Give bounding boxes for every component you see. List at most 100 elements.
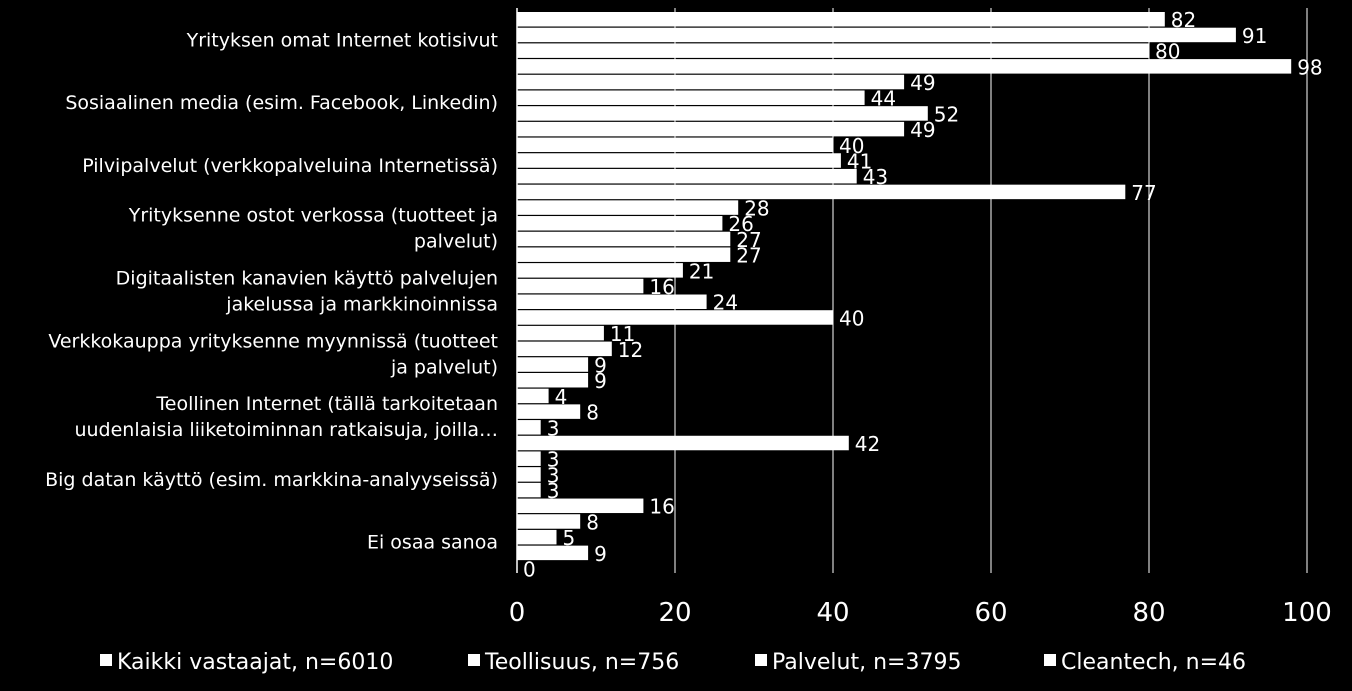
category-label-line: Yrityksen omat Internet kotisivut — [186, 29, 498, 51]
bar-value-label: 40 — [839, 306, 864, 330]
bar-value-label: 44 — [871, 87, 896, 111]
bar — [517, 90, 865, 105]
bar-value-label: 40 — [839, 134, 864, 158]
bar-value-label: 41 — [847, 149, 872, 173]
bar — [517, 435, 849, 451]
bar — [517, 74, 905, 90]
bar-value-label: 8 — [586, 510, 599, 534]
legend-entry: Kaikki vastaajat, n=6010 — [117, 650, 393, 675]
bar — [517, 106, 928, 121]
bar-value-label: 8 — [586, 401, 599, 425]
bar — [517, 153, 841, 168]
x-tick-label: 100 — [1282, 598, 1332, 628]
bar — [517, 59, 1292, 74]
bar-value-label: 91 — [1242, 24, 1267, 48]
bar-value-label: 52 — [934, 102, 959, 126]
bar-value-label: 4 — [555, 385, 568, 409]
category-label: Ei osaa sanoa — [367, 532, 498, 554]
bar — [517, 404, 581, 419]
bar — [517, 263, 683, 278]
category-label-line: uudenlaisia liiketoiminnan ratkaisuja, j… — [74, 419, 498, 441]
category-label-line: palvelut) — [414, 231, 498, 253]
category-labels: Yrityksen omat Internet kotisivut Sosiaal… — [45, 29, 498, 553]
x-tick-label: 60 — [974, 598, 1007, 628]
bar-value-label: 49 — [910, 118, 935, 142]
bar — [517, 278, 644, 294]
bar-value-label: 3 — [547, 416, 560, 440]
x-tick-label: 20 — [658, 598, 691, 628]
bar — [517, 545, 589, 561]
category-label-line: Sosiaalinen media (esim. Facebook, Linke… — [65, 92, 498, 114]
bar — [517, 325, 604, 341]
category-label: Pilvipalvelut (verkkopalveluina Internet… — [82, 155, 498, 177]
category-label: Digitaalisten kanavien käyttö palvelujen… — [116, 268, 498, 316]
legend-entry: Cleantech, n=46 — [1061, 650, 1246, 675]
bar-value-label: 49 — [910, 71, 935, 95]
bar-value-label: 9 — [594, 353, 607, 377]
bar-value-label: 27 — [736, 244, 761, 268]
bar-value-label: 26 — [728, 212, 753, 236]
category-label: Teollinen Internet (tällä tarkoitetaan uu… — [74, 393, 498, 441]
bar-value-label: 42 — [855, 432, 880, 456]
bar — [517, 121, 905, 137]
bar — [517, 498, 644, 514]
category-label-line: Verkkokauppa yrityksenne myynnissä (tuot… — [48, 330, 498, 352]
bar — [517, 294, 707, 310]
legend-swatch — [468, 654, 480, 666]
legend-swatch — [1044, 654, 1056, 666]
category-label-line: ja palvelut) — [390, 356, 498, 378]
x-tick-label: 80 — [1132, 598, 1165, 628]
bar-value-label: 11 — [610, 322, 635, 346]
bar — [517, 247, 731, 262]
bar-value-label: 28 — [744, 197, 769, 221]
bar-value-label: 77 — [1131, 181, 1156, 205]
bar — [517, 231, 731, 247]
bar — [517, 482, 541, 498]
category-label: Yrityksenne ostot verkossa (tuotteet ja p… — [128, 205, 498, 253]
x-tick-label: 40 — [816, 598, 849, 628]
bar — [517, 168, 857, 184]
bar-value-label: 27 — [736, 228, 761, 252]
bar-value-label: 16 — [649, 495, 674, 519]
bar — [517, 137, 833, 153]
legend-entry: Palvelut, n=3795 — [772, 650, 961, 675]
category-label: Big datan käyttö (esim. markkina-analyys… — [45, 469, 498, 491]
bars — [517, 12, 1292, 561]
legend: Kaikki vastaajat, n=6010 Teollisuus, n=75… — [100, 650, 1246, 675]
bar — [517, 341, 612, 357]
category-label-line: Yrityksenne ostot verkossa (tuotteet ja — [128, 205, 498, 227]
bar — [517, 467, 541, 482]
x-tick-label: 0 — [509, 598, 526, 628]
bar-value-label: 24 — [713, 291, 738, 315]
bar — [517, 372, 589, 388]
bar — [517, 420, 541, 435]
bar-value-label: 21 — [689, 259, 714, 283]
bar — [517, 184, 1126, 200]
bar — [517, 357, 589, 372]
bar-value-label: 82 — [1171, 8, 1196, 32]
bar — [517, 200, 739, 215]
bar — [517, 514, 581, 529]
legend-swatch — [100, 654, 112, 666]
x-tick-labels: 0 20 40 60 80 100 — [509, 598, 1332, 628]
bar — [517, 12, 1165, 27]
category-label-line: Digitaalisten kanavien käyttö palvelujen — [116, 268, 498, 290]
category-label-line: Ei osaa sanoa — [367, 532, 498, 554]
bar-value-label: 5 — [563, 526, 576, 550]
bar-value-label: 80 — [1155, 40, 1180, 64]
bar-value-label: 9 — [594, 542, 607, 566]
bar — [517, 27, 1236, 43]
bar-value-label: 43 — [863, 165, 888, 189]
bar — [517, 451, 541, 466]
bar — [517, 310, 833, 325]
bar — [517, 216, 723, 231]
bar-value-label: 3 — [547, 448, 560, 472]
bar-value-label: 98 — [1297, 55, 1322, 79]
bar-value-label: 9 — [594, 369, 607, 393]
bar — [517, 388, 549, 404]
category-label: Verkkokauppa yrityksenne myynnissä (tuot… — [48, 330, 498, 378]
bar — [517, 529, 557, 545]
category-label-line: Teollinen Internet (tällä tarkoitetaan — [155, 393, 498, 415]
bar — [517, 43, 1149, 58]
